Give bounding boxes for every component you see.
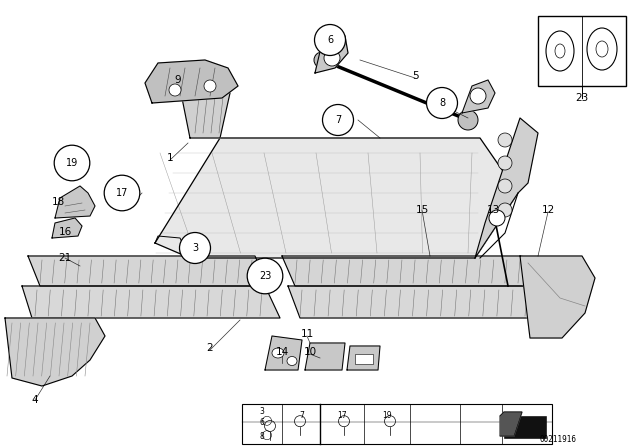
Circle shape	[498, 133, 512, 147]
Polygon shape	[315, 36, 348, 73]
Circle shape	[104, 175, 140, 211]
Circle shape	[470, 88, 486, 104]
Polygon shape	[288, 286, 542, 318]
Polygon shape	[520, 256, 595, 338]
Circle shape	[489, 210, 505, 226]
Text: 23: 23	[259, 271, 271, 281]
Circle shape	[458, 110, 478, 130]
Bar	[355, 354, 373, 364]
Polygon shape	[155, 138, 518, 258]
Text: 00211916: 00211916	[540, 435, 577, 444]
Circle shape	[314, 25, 346, 56]
Text: 8: 8	[439, 98, 445, 108]
Polygon shape	[22, 286, 280, 318]
Bar	[538, 16, 626, 86]
Text: 18: 18	[51, 197, 65, 207]
Circle shape	[323, 104, 353, 135]
Polygon shape	[462, 80, 495, 113]
Circle shape	[325, 33, 339, 47]
Text: 16: 16	[58, 227, 72, 237]
Text: 17: 17	[116, 188, 128, 198]
Circle shape	[314, 52, 330, 68]
Circle shape	[179, 233, 211, 263]
Polygon shape	[28, 256, 268, 286]
Circle shape	[498, 156, 512, 170]
Polygon shape	[55, 186, 95, 218]
Text: 2: 2	[207, 343, 213, 353]
Bar	[504, 416, 546, 438]
Text: 21: 21	[58, 253, 72, 263]
Polygon shape	[347, 346, 380, 370]
Ellipse shape	[287, 357, 297, 366]
Circle shape	[426, 87, 458, 119]
Text: 3: 3	[192, 243, 198, 253]
Text: 14: 14	[275, 347, 289, 357]
Circle shape	[247, 258, 283, 294]
Text: 3: 3	[260, 407, 264, 416]
Text: 7: 7	[335, 115, 341, 125]
Text: 6: 6	[260, 418, 264, 426]
Polygon shape	[500, 412, 522, 436]
Text: 9: 9	[175, 75, 181, 85]
Polygon shape	[282, 256, 535, 286]
Polygon shape	[265, 336, 302, 370]
Text: 8: 8	[260, 432, 264, 441]
Circle shape	[54, 145, 90, 181]
Polygon shape	[5, 318, 105, 386]
Bar	[242, 404, 552, 444]
Text: 23: 23	[575, 93, 589, 103]
Text: 7: 7	[300, 411, 305, 420]
Text: 19: 19	[382, 411, 392, 420]
Circle shape	[324, 50, 340, 66]
Circle shape	[498, 203, 512, 217]
Polygon shape	[145, 60, 238, 103]
Text: 10: 10	[303, 347, 317, 357]
Text: 6: 6	[327, 35, 333, 45]
Text: 19: 19	[66, 158, 78, 168]
Text: 15: 15	[415, 205, 429, 215]
Text: 17: 17	[337, 411, 347, 420]
Text: 5: 5	[412, 71, 419, 81]
Text: 12: 12	[541, 205, 555, 215]
Circle shape	[498, 179, 512, 193]
Polygon shape	[305, 343, 345, 370]
Text: 13: 13	[486, 205, 500, 215]
Circle shape	[169, 84, 181, 96]
Ellipse shape	[272, 348, 284, 358]
Text: 1: 1	[166, 153, 173, 163]
Polygon shape	[180, 73, 230, 138]
Polygon shape	[52, 218, 82, 238]
Text: 4: 4	[32, 395, 38, 405]
Polygon shape	[475, 118, 538, 258]
Circle shape	[204, 80, 216, 92]
Text: 11: 11	[300, 329, 314, 339]
